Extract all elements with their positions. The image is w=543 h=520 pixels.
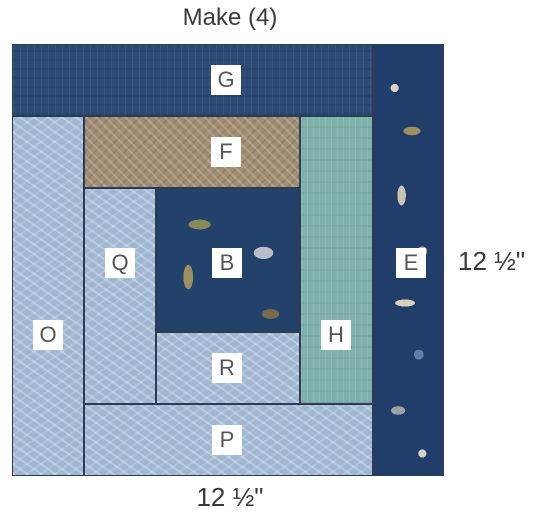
patch-g-label: G (211, 65, 241, 95)
patch-r-label: R (212, 353, 242, 383)
patch-b: B (156, 188, 300, 332)
patch-o: O (12, 116, 84, 476)
patch-g: G (12, 44, 373, 116)
patch-o-label: O (33, 320, 63, 350)
diagram-title: Make (4) (182, 4, 278, 31)
patch-r: R (156, 332, 300, 404)
patch-f: F (84, 116, 300, 188)
patch-f-label: F (211, 137, 241, 167)
patch-e-label: E (396, 248, 426, 278)
patch-p: P (84, 404, 373, 476)
patch-q: Q (84, 188, 156, 404)
height-dimension-label: 12 ½" (458, 246, 526, 276)
patch-h: H (300, 116, 373, 404)
patch-h-label: H (321, 320, 351, 350)
patch-e: E (373, 44, 444, 476)
width-dimension-label: 12 ½" (196, 482, 264, 512)
quilt-block: E G O F H Q B R P (12, 44, 444, 476)
patch-b-label: B (212, 248, 242, 278)
patch-p-label: P (212, 425, 242, 455)
patch-q-label: Q (105, 248, 135, 278)
